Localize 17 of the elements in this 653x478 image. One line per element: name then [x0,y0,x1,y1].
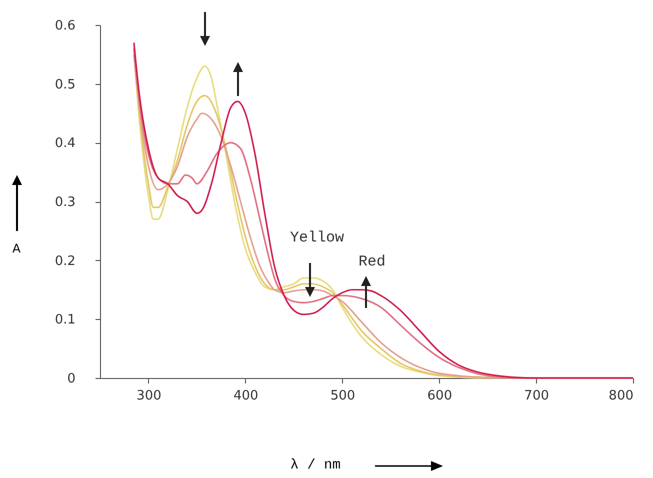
x-tick-label: 700 [524,388,550,404]
y-tick-label: 0.6 [54,18,76,34]
x-tick-label: 600 [427,388,452,404]
y-axis-title: A [12,242,22,256]
y-tick-label: 0.4 [54,136,76,152]
y-tick-label: 0.5 [54,77,76,92]
x-tick-label: 800 [608,388,634,404]
annotation: Yellow [290,230,344,246]
y-tick-label: 0.3 [54,195,76,210]
x-tick-label: 400 [233,388,258,404]
annotation: Red [358,254,386,270]
y-tick-label: 0.1 [54,312,76,328]
x-tick-label: 300 [136,388,162,404]
y-tick-label: 0.2 [54,254,76,269]
y-tick-label: 0 [67,372,76,386]
x-axis-title: λ / nm [290,458,341,474]
x-tick-label: 500 [330,388,356,404]
